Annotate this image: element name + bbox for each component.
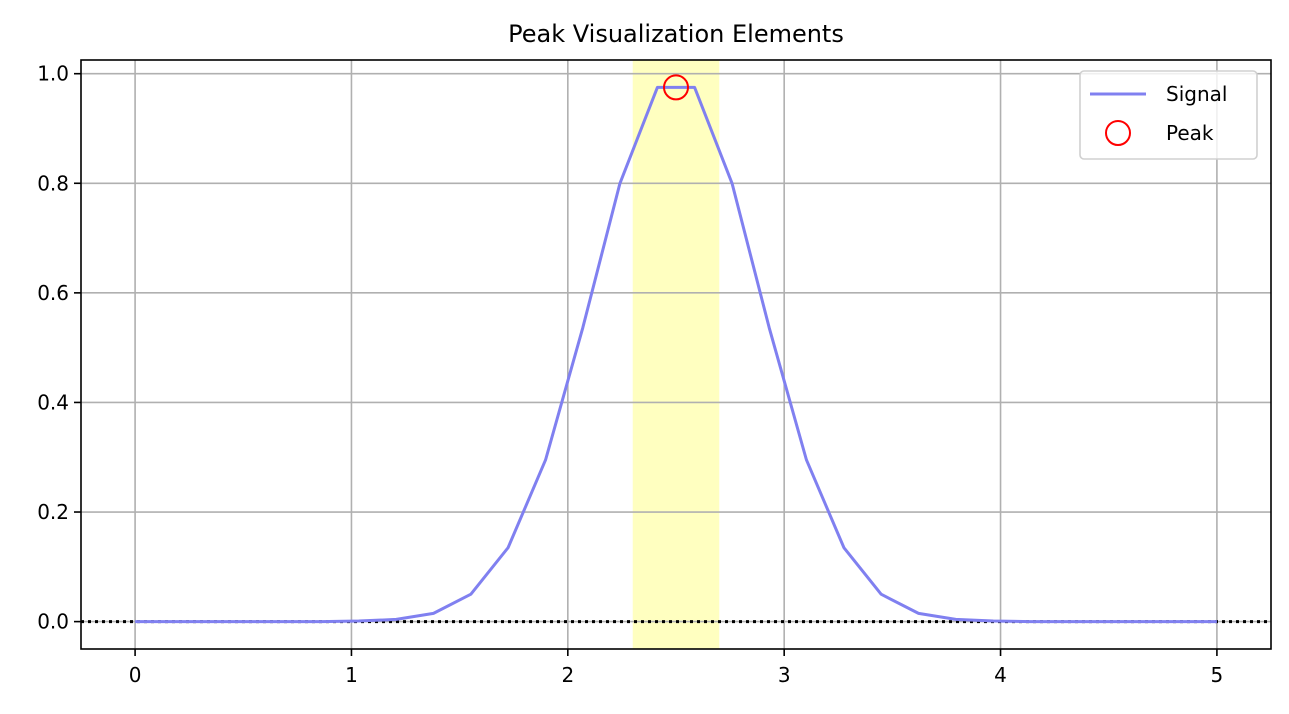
x-tick-label-4: 4 [994,663,1007,687]
x-tick-label-5: 5 [1211,663,1224,687]
peak-marker [663,74,689,101]
x-tick-label-2: 2 [561,663,574,687]
y-tick-label-5: 1.0 [37,62,69,86]
x-tick-label-1: 1 [345,663,358,687]
y-tick-label-2: 0.4 [37,390,69,414]
y-tick-label-3: 0.6 [37,281,69,305]
highlight-band [632,60,720,649]
x-tick-label-0: 0 [129,663,142,687]
legend-signal-label: Signal [1166,82,1227,106]
chart-title: Peak Visualization Elements [508,20,844,48]
series-line-signal [135,85,1217,624]
y-tick-label-0: 0.0 [37,610,69,634]
legend-peak-label: Peak [1166,121,1214,145]
plot-area: 0 1 2 3 4 5 0.0 0.2 0.4 0.6 0.8 1.0 Signal Peak [37,59,1272,687]
legend-peak-swatch [1105,120,1131,146]
plot-frame [80,59,1272,650]
x-tick-label-3: 3 [778,663,791,687]
y-tick-label-4: 0.8 [37,171,69,195]
y-tick-label-1: 0.2 [37,500,69,524]
legend: Signal Peak [1079,70,1258,160]
